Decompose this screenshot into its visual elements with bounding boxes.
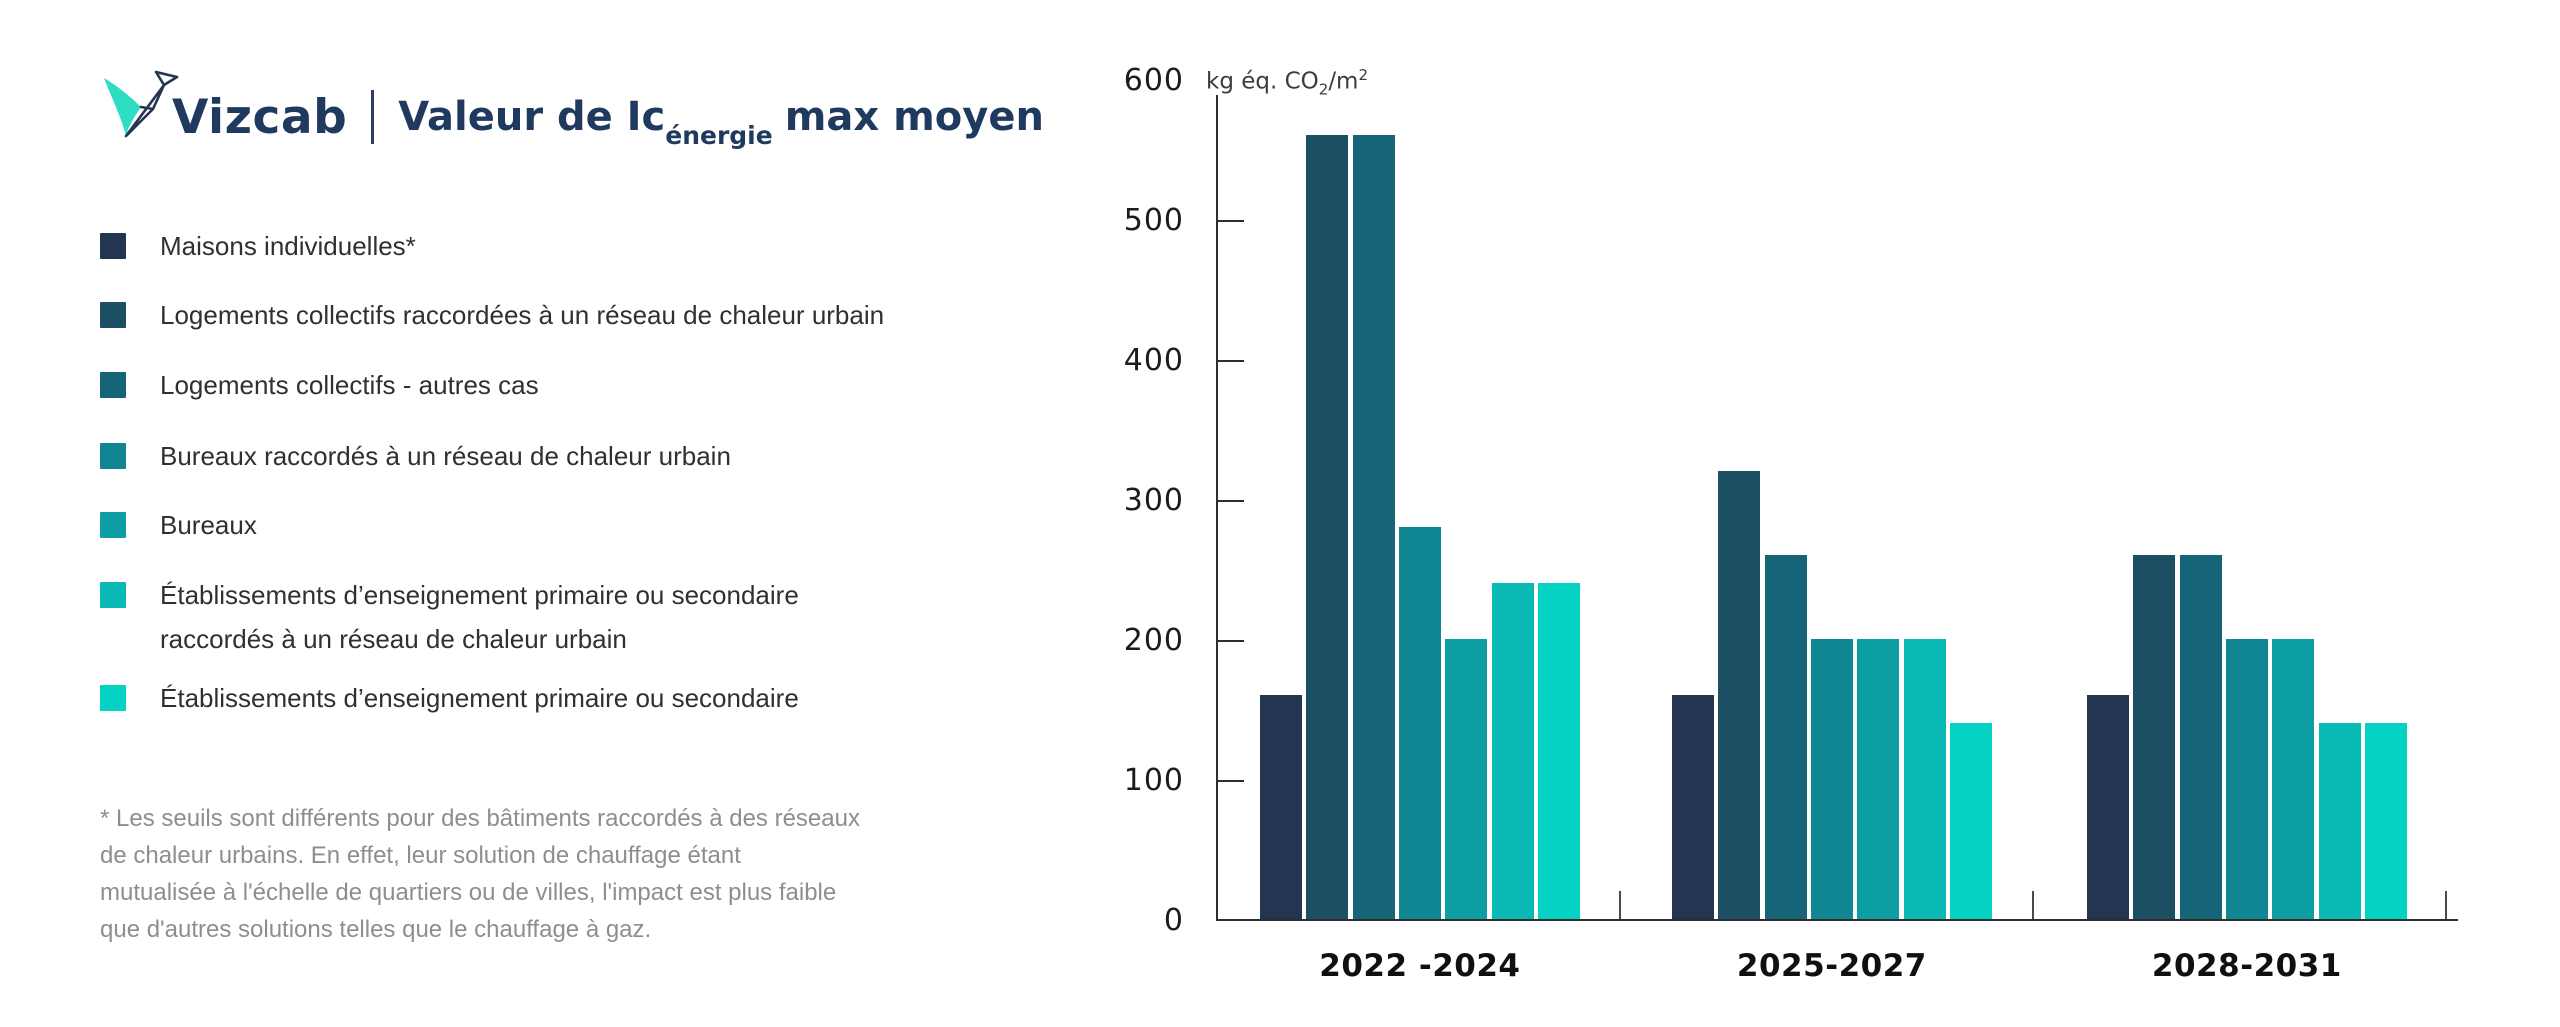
- group-separator-tick: [2032, 891, 2034, 919]
- bar: [2272, 639, 2315, 919]
- x-axis-label: 2028-2031: [2151, 948, 2342, 984]
- legend: Maisons individuelles* Logements collecti…: [100, 233, 1100, 711]
- legend-swatch: [100, 233, 126, 259]
- legend-item: Établissements d’enseignement primaire o…: [100, 685, 1100, 711]
- bar: [1537, 583, 1580, 919]
- bar: [1718, 471, 1761, 919]
- y-tick-label: 300: [1123, 483, 1184, 518]
- bar: [1352, 135, 1395, 919]
- header: Vizcab Valeur de Ic énergie max moyen: [172, 84, 1044, 151]
- y-axis-unit-label: kg éq. CO2/m2: [1206, 66, 1369, 99]
- legend-item: Maisons individuelles*: [100, 233, 1100, 259]
- bar: [1491, 583, 1534, 919]
- y-tick-mark: [1218, 360, 1244, 362]
- y-tick-mark: [1218, 640, 1244, 642]
- y-tick-label: 100: [1123, 763, 1184, 798]
- bar: [2318, 723, 2361, 919]
- legend-label: Bureaux: [160, 512, 257, 538]
- bar: [2364, 723, 2407, 919]
- y-tick-label: 0: [1163, 903, 1184, 938]
- bar: [2133, 555, 2176, 919]
- bar: [2087, 695, 2129, 919]
- bar: [1857, 639, 1900, 919]
- y-tick-label: 500: [1123, 203, 1184, 238]
- legend-item: Bureaux: [100, 512, 1100, 538]
- legend-label: Établissements d’enseignement primaire o…: [160, 582, 799, 652]
- y-tick-mark: [1218, 780, 1244, 782]
- bar: [1764, 555, 1807, 919]
- bar: [1445, 639, 1488, 919]
- bar: [1903, 639, 1946, 919]
- logo-bird-outline: [124, 70, 179, 138]
- legend-item: Bureaux raccordés à un réseau de chaleur…: [100, 443, 1100, 469]
- legend-label-line: Établissements d’enseignement primaire o…: [160, 683, 799, 713]
- footnote-line: de chaleur urbains. En effet, leur solut…: [100, 842, 741, 869]
- header-divider: [371, 90, 375, 144]
- legend-item: Établissements d’enseignement primaire o…: [100, 582, 1100, 652]
- bar: [1306, 135, 1349, 919]
- group-separator-tick: [1619, 891, 1621, 919]
- title-suffix: max moyen: [784, 94, 1044, 140]
- legend-swatch: [100, 372, 126, 398]
- legend-label-line: Bureaux: [160, 510, 257, 540]
- x-axis-label: 2025-2027: [1736, 948, 1927, 984]
- page-title: Valeur de Ic énergie max moyen: [398, 94, 1044, 150]
- legend-label-line: Logements collectifs - autres cas: [160, 370, 539, 400]
- legend-swatch: [100, 302, 126, 328]
- legend-swatch: [100, 582, 126, 608]
- footnote-line: que d'autres solutions telles que le cha…: [100, 916, 652, 943]
- legend-swatch: [100, 443, 126, 469]
- bar: [2179, 555, 2222, 919]
- bar: [1398, 527, 1441, 919]
- bar: [1810, 639, 1853, 919]
- legend-item: Logements collectifs - autres cas: [100, 372, 1100, 398]
- legend-label: Maisons individuelles*: [160, 233, 416, 259]
- title-main: Valeur de Ic: [398, 94, 666, 140]
- bar: [1672, 695, 1714, 919]
- bar: [1949, 723, 1992, 919]
- legend-label: Logements collectifs - autres cas: [160, 372, 539, 398]
- logo-wing-shape: [104, 78, 141, 135]
- legend-label-line: Logements collectifs raccordées à un rés…: [160, 300, 885, 330]
- legend-swatch: [100, 512, 126, 538]
- group-separator-tick: [2445, 891, 2447, 919]
- legend-label: Logements collectifs raccordées à un rés…: [160, 302, 884, 328]
- legend-label: Établissements d’enseignement primaire o…: [160, 685, 799, 711]
- bar: [1260, 695, 1302, 919]
- footnote-line: mutualisée à l'échelle de quartiers ou d…: [100, 879, 837, 906]
- legend-label-line: Maisons individuelles*: [160, 231, 416, 261]
- x-axis-label: 2022 -2024: [1319, 948, 1521, 984]
- legend-label-line: raccordés à un réseau de chaleur urbain: [160, 624, 627, 654]
- vizcab-logo: [104, 70, 179, 138]
- footnote-line: * Les seuils sont différents pour des bâ…: [100, 805, 860, 832]
- legend-item: Logements collectifs raccordées à un rés…: [100, 302, 1100, 328]
- bar: [2225, 639, 2268, 919]
- y-tick-label: 400: [1123, 343, 1184, 378]
- plot-area: [1216, 81, 2462, 921]
- y-tick-mark: [1218, 500, 1244, 502]
- legend-label: Bureaux raccordés à un réseau de chaleur…: [160, 443, 731, 469]
- legend-label-line: Bureaux raccordés à un réseau de chaleur…: [160, 441, 731, 471]
- y-tick-label: 600: [1123, 63, 1184, 98]
- footnote: * Les seuils sont différents pour des bâ…: [100, 800, 960, 948]
- legend-swatch: [100, 685, 126, 711]
- brand-name: Vizcab: [172, 89, 348, 145]
- y-axis-line: [1216, 95, 1218, 921]
- title-subscript: énergie: [665, 121, 773, 150]
- y-tick-label: 200: [1123, 623, 1184, 658]
- legend-label-line: Établissements d’enseignement primaire o…: [160, 580, 799, 610]
- y-tick-mark: [1218, 220, 1244, 222]
- x-axis-line: [1216, 919, 2458, 921]
